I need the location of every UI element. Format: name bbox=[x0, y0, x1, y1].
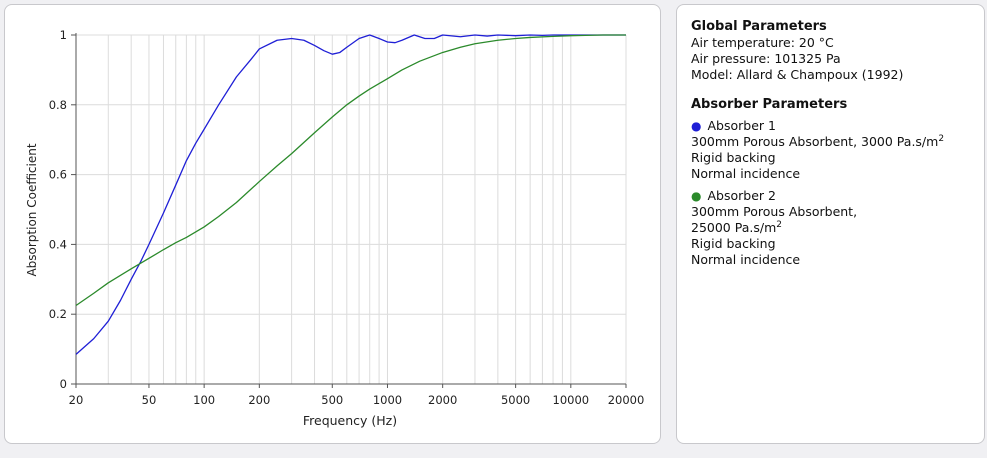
x-tick-label: 50 bbox=[142, 393, 157, 407]
absorber-2-description: 300mm Porous Absorbent, bbox=[691, 204, 858, 219]
absorber-parameters-heading: Absorber Parameters bbox=[691, 97, 848, 112]
y-tick-label: 0.8 bbox=[49, 98, 67, 112]
y-tick-label: 0.2 bbox=[49, 307, 67, 321]
x-tick-label: 100 bbox=[193, 393, 215, 407]
absorption-chart: 0 0.2 0.4 0.6 0.8 1 20 50 100 200 500 1000 2000 5000 1… bbox=[25, 28, 645, 428]
absorber-1-description: 300mm Porous Absorbent, 3000 Pa.s/m2 bbox=[691, 133, 945, 149]
x-tick-label: 1000 bbox=[373, 393, 402, 407]
absorber-2-color-dot-icon: ● bbox=[691, 189, 702, 203]
info-panel: Global Parameters Air temperature: 20 °C… bbox=[676, 4, 985, 444]
series-line-absorber-1 bbox=[75, 34, 626, 355]
x-tick-label: 2000 bbox=[428, 393, 457, 407]
absorber-2-backing: Rigid backing bbox=[691, 236, 776, 251]
axes bbox=[75, 33, 626, 385]
y-tick-label: 0.6 bbox=[49, 168, 67, 182]
tick-labels: 0 0.2 0.4 0.6 0.8 1 20 50 100 200 500 1000 2000 5000 1… bbox=[49, 28, 645, 407]
y-axis-label: Absorption Coefficient bbox=[25, 143, 39, 276]
series bbox=[75, 34, 626, 355]
absorber-1-incidence: Normal incidence bbox=[691, 166, 801, 181]
x-tick-label: 5000 bbox=[501, 393, 530, 407]
x-tick-label: 200 bbox=[248, 393, 270, 407]
x-tick-label: 20 bbox=[69, 393, 84, 407]
grid bbox=[75, 34, 627, 385]
absorber-2-incidence: Normal incidence bbox=[691, 252, 801, 267]
y-tick-label: 0.4 bbox=[49, 237, 67, 251]
absorber-2-description-cont: 25000 Pa.s/m2 bbox=[691, 219, 782, 235]
x-tick-label: 500 bbox=[321, 393, 343, 407]
series-line-absorber-2 bbox=[75, 34, 626, 307]
y-tick-label: 1 bbox=[60, 28, 67, 42]
absorber-1-color-dot-icon: ● bbox=[691, 119, 702, 133]
x-tick-label: 10000 bbox=[553, 393, 590, 407]
chart-panel: 0 0.2 0.4 0.6 0.8 1 20 50 100 200 500 1000 2000 5000 1… bbox=[4, 4, 661, 444]
x-tick-label: 20000 bbox=[608, 393, 645, 407]
absorber-1-entry: ● Absorber 1 300mm Porous Absorbent, 300… bbox=[691, 118, 970, 182]
y-tick-label: 0 bbox=[60, 377, 67, 391]
absorber-2-name: Absorber 2 bbox=[707, 188, 776, 203]
absorber-1-name: Absorber 1 bbox=[707, 118, 776, 133]
absorber-2-entry: ● Absorber 2 300mm Porous Absorbent, 250… bbox=[691, 188, 970, 268]
global-param-line: Model: Allard & Champoux (1992) bbox=[691, 67, 904, 82]
global-parameters-heading: Global Parameters bbox=[691, 19, 827, 34]
global-param-line: Air temperature: 20 °C bbox=[691, 35, 834, 50]
x-axis-label: Frequency (Hz) bbox=[303, 413, 397, 428]
absorber-1-backing: Rigid backing bbox=[691, 150, 776, 165]
global-param-line: Air pressure: 101325 Pa bbox=[691, 51, 841, 66]
